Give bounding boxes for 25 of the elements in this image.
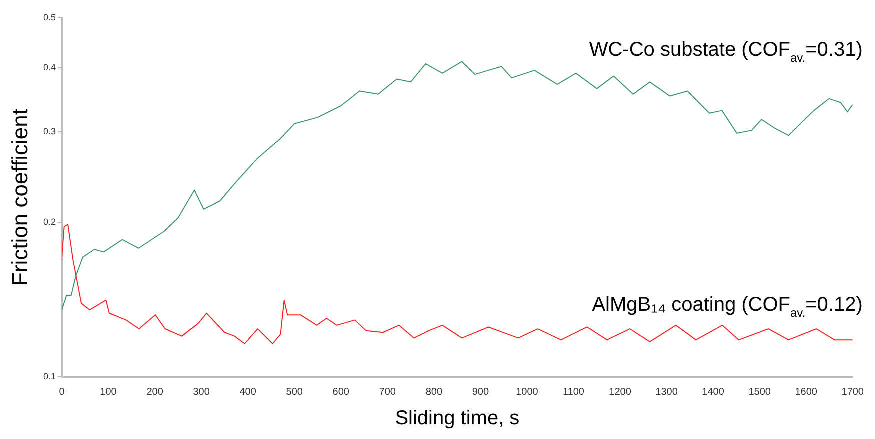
x-tick-label: 1100: [562, 386, 585, 398]
y-tick-label: 0.4: [43, 62, 56, 72]
x-tick-label: 200: [146, 386, 164, 398]
x-tick-label: 1500: [748, 386, 772, 398]
x-tick-label: 1600: [795, 386, 818, 398]
x-tick-label: 1400: [702, 386, 725, 398]
x-tick-label: 1700: [842, 386, 864, 398]
x-tick-label: 400: [240, 386, 257, 398]
x-tick-label: 500: [286, 386, 304, 398]
x-tick-label: 100: [100, 386, 118, 398]
x-axis-title: Sliding time, s: [395, 408, 520, 430]
x-tick-label: 600: [332, 386, 350, 398]
x-tick-label: 1300: [656, 386, 678, 398]
y-tick-label: 0.2: [43, 216, 56, 227]
x-tick-label: 1200: [609, 386, 632, 398]
y-axis-title: Friction coefficient: [7, 109, 32, 286]
y-tick-label: 0.5: [43, 12, 56, 22]
x-tick-label: 800: [426, 386, 443, 398]
y-tick-label: 0.1: [43, 371, 56, 382]
x-tick-label: 300: [193, 386, 210, 398]
x-tick-label: 700: [379, 386, 396, 398]
x-tick-label: 900: [472, 386, 490, 398]
y-tick-label: 0.3: [43, 126, 56, 136]
x-tick-label: 0: [59, 386, 66, 398]
x-tick-label: 1000: [516, 386, 539, 398]
